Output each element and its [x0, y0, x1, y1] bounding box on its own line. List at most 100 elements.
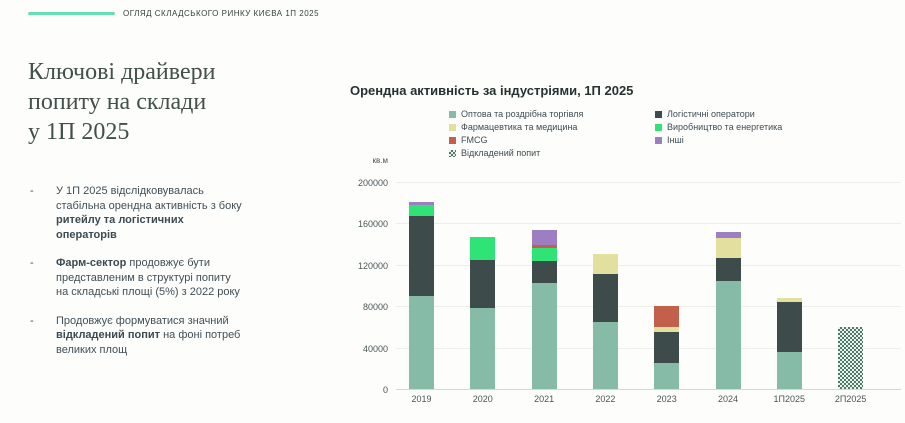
- bar-segment: [470, 236, 496, 260]
- gridline: [396, 347, 901, 349]
- legend-item: Фармацевтика та медицина: [449, 122, 655, 132]
- slide-header: ОГЛЯД СКЛАДСЬКОГО РИНКУ КИЄВА 1П 2025: [28, 9, 319, 18]
- bar-segment: [776, 302, 802, 352]
- bar-segment: [531, 260, 557, 284]
- bar-segment: [470, 259, 496, 309]
- bar-segment: [838, 326, 864, 389]
- bullet-text: на фоні потреб великих площ: [56, 329, 241, 356]
- stacked-bar-2021: [531, 229, 557, 389]
- stacked-bar-2019: [409, 201, 434, 389]
- bullet-item: - Фарм-сектор продовжує бути представлени…: [30, 256, 245, 300]
- legend-item: Відкладений попит: [449, 148, 655, 158]
- bar-segment: [592, 254, 618, 275]
- legend-swatch-icon: [449, 110, 456, 118]
- bar-segment: [654, 363, 680, 389]
- chart-legend: Оптова та роздрібна торгівля Логістичні о…: [449, 109, 782, 158]
- legend-label: Інші: [667, 135, 684, 145]
- chart-title: Орендна активність за індустріями, 1П 20…: [350, 83, 634, 98]
- stacked-bar-2022: [592, 254, 618, 389]
- bar-segment: [654, 306, 680, 327]
- bar-segment: [654, 332, 680, 364]
- stacked-bar-2020: [470, 236, 496, 389]
- bullet-item: - У 1П 2025 відслідковувалась стабільна о…: [30, 184, 245, 242]
- y-tick-label: 200000: [357, 178, 388, 188]
- x-tick-label: 2023: [656, 394, 677, 404]
- gridline: [396, 182, 901, 183]
- bullet-text: продовжує бути представленим в структурі…: [56, 257, 240, 299]
- legend-label: Оптова та роздрібна торгівля: [461, 109, 584, 119]
- page-title-line: у 1П 2025: [28, 119, 130, 146]
- report-header-title: ОГЛЯД СКЛАДСЬКОГО РИНКУ КИЄВА 1П 2025: [123, 9, 320, 18]
- bar-segment: [409, 204, 434, 217]
- legend-swatch-icon: [449, 123, 456, 131]
- y-axis-unit-label: кв.м: [372, 156, 388, 165]
- bar-segment: [715, 231, 741, 238]
- bar-segment: [654, 326, 680, 333]
- x-tick-label: 1П2025: [773, 394, 806, 404]
- gridline: [396, 223, 901, 225]
- x-tick-label: 2П2025: [834, 394, 867, 404]
- legend-swatch-icon: [655, 110, 662, 118]
- bar-segment: [592, 274, 618, 322]
- bar-segment: [531, 245, 557, 249]
- legend-label: Виробництво та енергетика: [667, 122, 783, 132]
- x-tick-label: 2019: [411, 394, 432, 404]
- bar-segment: [592, 321, 618, 389]
- x-tick-label: 2021: [534, 394, 555, 404]
- legend-label: FMCG: [461, 135, 488, 145]
- legend-label: Фармацевтика та медицина: [461, 122, 578, 132]
- y-tick-label: 0: [382, 385, 388, 395]
- bullet-dash-marker: -: [30, 257, 34, 270]
- bar-segment: [470, 308, 496, 389]
- bar-segment: [715, 281, 741, 389]
- bar-segment: [409, 295, 434, 389]
- page-title-line: попиту на склади: [28, 89, 207, 116]
- bullet-list: - У 1П 2025 відслідковувалась стабільна о…: [30, 184, 245, 371]
- legend-label: Відкладений попит: [461, 148, 541, 158]
- bullet-dash-marker: -: [30, 314, 34, 327]
- x-tick-label: 2022: [595, 394, 616, 404]
- bullet-text: відкладений попит: [56, 329, 161, 342]
- bullet-text: Фарм-сектор: [56, 257, 127, 270]
- gridline: [396, 264, 901, 266]
- x-tick-label: 2020: [472, 394, 493, 404]
- bullet-text: Продовжує формуватися значний: [56, 314, 229, 327]
- bar-segment: [531, 248, 557, 261]
- y-tick-label: 80000: [362, 302, 388, 313]
- legend-swatch-icon: [655, 136, 662, 144]
- y-tick-label: 40000: [362, 343, 388, 354]
- bar-segment: [776, 351, 802, 389]
- bar-segment: [409, 201, 434, 205]
- page-title-line: Ключові драйвери: [28, 59, 216, 85]
- stacked-bar-2П2025: [838, 326, 864, 389]
- y-tick-label: 120000: [357, 260, 388, 271]
- plot-area: 2019 2020 2021 2022 2023 2024 1П2025 2П2025: [396, 182, 901, 404]
- stacked-bar-2024: [715, 231, 741, 389]
- bar-segment: [715, 257, 741, 282]
- legend-item: FMCG: [449, 135, 655, 145]
- stacked-bar-1П2025: [776, 297, 802, 389]
- page-title: Ключові драйвери попиту на склади у 1П 202…: [28, 57, 215, 148]
- y-tick-label: 160000: [357, 219, 388, 230]
- x-tick-label: 2024: [717, 394, 739, 404]
- bullet-text: У 1П 2025 відслідковувалась стабільна ор…: [56, 185, 242, 212]
- legend-item: Оптова та роздрібна торгівля: [449, 109, 655, 119]
- bullet-item: - Продовжує формуватися значний відкладен…: [30, 314, 245, 358]
- bar-segment: [715, 237, 741, 258]
- bar-segment: [531, 283, 557, 389]
- y-axis-tick-labels: 0 40000 80000 120000 160000 200000: [346, 178, 390, 395]
- legend-swatch-icon: [655, 123, 662, 131]
- legend-item: Виробництво та енергетика: [655, 122, 782, 132]
- stacked-bar-2023: [654, 306, 680, 389]
- legend-swatch-icon: [449, 136, 456, 144]
- bullet-text: ритейлу та логістичних операторів: [56, 214, 184, 241]
- bar-segment: [531, 229, 557, 246]
- legend-label: Логістичні оператори: [667, 109, 755, 119]
- legend-item: Інші: [655, 135, 782, 145]
- legend-item: Логістичні оператори: [655, 109, 782, 119]
- brand-accent-line: [28, 12, 115, 15]
- bullet-dash-marker: -: [30, 185, 34, 197]
- bar-segment: [776, 297, 802, 303]
- legend-swatch-icon: [449, 149, 456, 157]
